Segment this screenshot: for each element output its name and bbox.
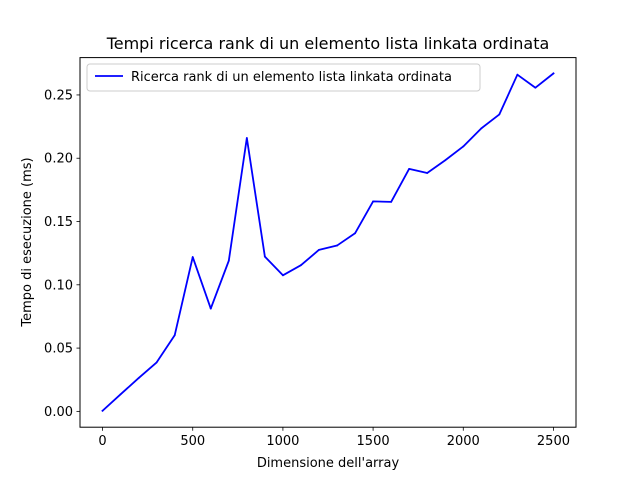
data-point [552,72,555,75]
data-point [300,264,302,267]
chart-title: Tempi ricerca rank di un elemento lista … [106,34,550,53]
x-axis-label: Dimensione dell'array [257,456,400,471]
legend: Ricerca rank di un elemento lista linkat… [86,63,481,92]
data-point [227,259,230,262]
y-tick-label: 0.05 [44,342,73,357]
data-point [245,137,248,139]
data-point [426,172,429,174]
data-point [408,167,411,170]
y-axis-label: Tempo di esecuzione (ms) [20,157,35,327]
data-point [480,127,483,130]
data-point [209,307,212,310]
y-axis-ticks: 0.00 0.05 0.10 0.15 0.20 0.25 [44,88,80,420]
data-point [516,73,519,76]
y-tick-label: 0.20 [44,152,73,167]
y-tick-label: 0.25 [44,88,73,103]
legend-label: Ricerca rank di un elemento lista linkat… [131,70,452,85]
data-point [318,248,320,251]
data-point [444,159,447,162]
series-layer [101,72,555,413]
x-tick-label: 2000 [447,434,480,449]
data-point [173,334,176,337]
y-tick-label: 0.15 [44,215,73,230]
data-point [282,274,284,277]
data-point [354,232,356,235]
data-point [336,244,338,247]
data-point [101,409,104,412]
x-tick-label: 2500 [537,434,570,449]
x-tick-label: 500 [180,434,205,449]
data-point [498,113,501,116]
data-point [137,377,140,379]
data-point [155,361,158,364]
data-point [390,200,393,203]
x-tick-label: 1500 [357,434,390,449]
data-point [534,86,537,89]
y-tick-label: 0.00 [44,405,73,420]
y-tick-label: 0.10 [44,278,73,293]
data-point [263,255,266,258]
data-point [372,200,374,203]
data-point [119,393,122,396]
x-axis-ticks: 0 500 1000 1500 2000 2500 [98,427,570,449]
series-line-0 [101,72,555,413]
plot-frame [79,57,577,428]
x-tick-label: 0 [98,434,106,449]
legend-box [86,63,481,92]
data-point [191,256,194,258]
x-tick-label: 1000 [266,434,299,449]
data-point [462,145,465,148]
